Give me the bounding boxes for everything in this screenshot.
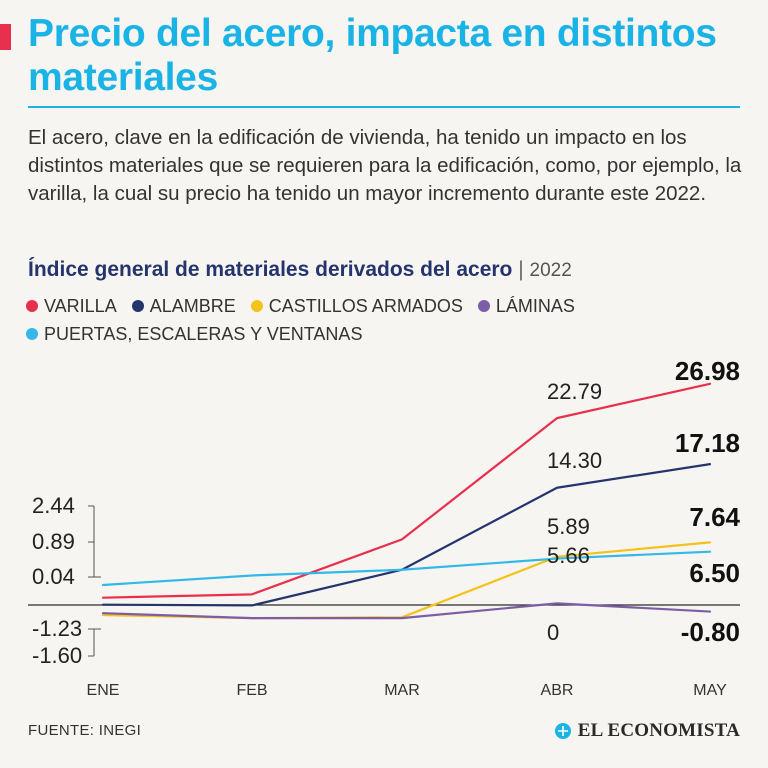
footer-source: FUENTE: INEGI [28, 722, 142, 739]
brand-logo-icon [554, 723, 571, 739]
mid-data-label-2: 5.89 [547, 514, 590, 539]
description-text: El acero, clave en la edificación de viv… [28, 126, 742, 205]
chart-subtitle-separator: | [518, 258, 524, 281]
end-data-label-2: 7.64 [689, 502, 740, 532]
legend-dot-varilla [26, 300, 38, 312]
legend-dot-castillos [250, 300, 263, 312]
title-divider [28, 106, 740, 108]
end-data-label-1: 17.18 [675, 428, 740, 458]
legend-dot-alambre [131, 300, 144, 312]
mid-data-label-3: 5.66 [547, 543, 590, 568]
end-data-label-4: -0.80 [681, 617, 740, 647]
x-tick-label-mar: MAR [384, 682, 420, 699]
brand: EL ECONOMISTA [554, 720, 740, 742]
legend-label-alambre: ALAMBRE [149, 296, 236, 316]
legend-item-alambre: ALAMBRE [131, 292, 236, 320]
legend-item-laminas: LÁMINAS [477, 292, 575, 320]
legend-dot-puertas [26, 328, 38, 340]
x-tick-label-may: MAY [693, 682, 727, 699]
x-tick-label-abr: ABR [541, 682, 574, 699]
start-data-label-4: -1.60 [32, 643, 82, 668]
series-line-puertas-escaleras-y-ventanas [101, 550, 712, 587]
end-data-label-3: 6.50 [689, 558, 740, 588]
start-leader-lower [93, 628, 101, 656]
page-title: Precio del acero, impacta en distintos m… [28, 12, 717, 99]
start-data-label-3: -1.23 [32, 616, 82, 641]
end-data-label-0: 26.98 [675, 356, 740, 386]
mid-data-label-4: 0 [547, 620, 559, 645]
accent-bar [0, 24, 11, 50]
x-tick-label-feb: FEB [236, 682, 267, 699]
legend-dot-laminas [477, 300, 490, 312]
legend-label-laminas: LÁMINAS [495, 296, 575, 316]
start-leader-upper [93, 506, 101, 578]
legend-label-castillos: CASTILLOS ARMADOS [268, 296, 463, 316]
mid-data-label-1: 14.30 [547, 448, 602, 473]
legend-label-varilla: VARILLA [44, 296, 117, 316]
legend-item-varilla: VARILLA [26, 292, 117, 320]
chart-legend: VARILLA ALAMBRE CASTILLOS ARMADOS LÁMINA… [26, 292, 746, 348]
chart-subtitle: Índice general de materiales derivados d… [28, 256, 748, 285]
mid-data-label-0: 22.79 [547, 379, 602, 404]
series-line-varilla [101, 382, 712, 599]
start-data-label-2: 0.04 [32, 564, 75, 589]
chart-subtitle-year: 2022 [529, 260, 572, 281]
start-data-label-0: 2.44 [32, 493, 75, 518]
brand-name: EL ECONOMISTA [577, 720, 740, 741]
legend-item-puertas: PUERTAS, ESCALERAS Y VENTANAS [26, 320, 362, 348]
start-data-label-1: 0.89 [32, 529, 75, 554]
legend-label-puertas: PUERTAS, ESCALERAS Y VENTANAS [44, 324, 363, 344]
x-tick-label-ene: ENE [87, 682, 120, 699]
legend-item-castillos: CASTILLOS ARMADOS [250, 292, 463, 320]
chart-subtitle-main: Índice general de materiales derivados d… [28, 258, 513, 281]
series-line-laminas [101, 602, 712, 620]
